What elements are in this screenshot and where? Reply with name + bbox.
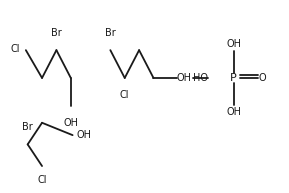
Text: HO: HO [194, 73, 208, 83]
Text: OH: OH [63, 118, 78, 128]
Text: Cl: Cl [37, 175, 47, 185]
Text: Cl: Cl [11, 44, 21, 54]
Text: OH: OH [226, 39, 241, 49]
Text: OH: OH [226, 107, 241, 117]
Text: OH: OH [177, 73, 192, 83]
Text: Br: Br [51, 28, 62, 38]
Text: Br: Br [22, 122, 33, 132]
Text: Cl: Cl [120, 90, 129, 100]
Text: O: O [258, 73, 266, 83]
Text: P: P [230, 73, 237, 83]
Text: OH: OH [76, 130, 91, 140]
Text: Br: Br [105, 28, 116, 38]
